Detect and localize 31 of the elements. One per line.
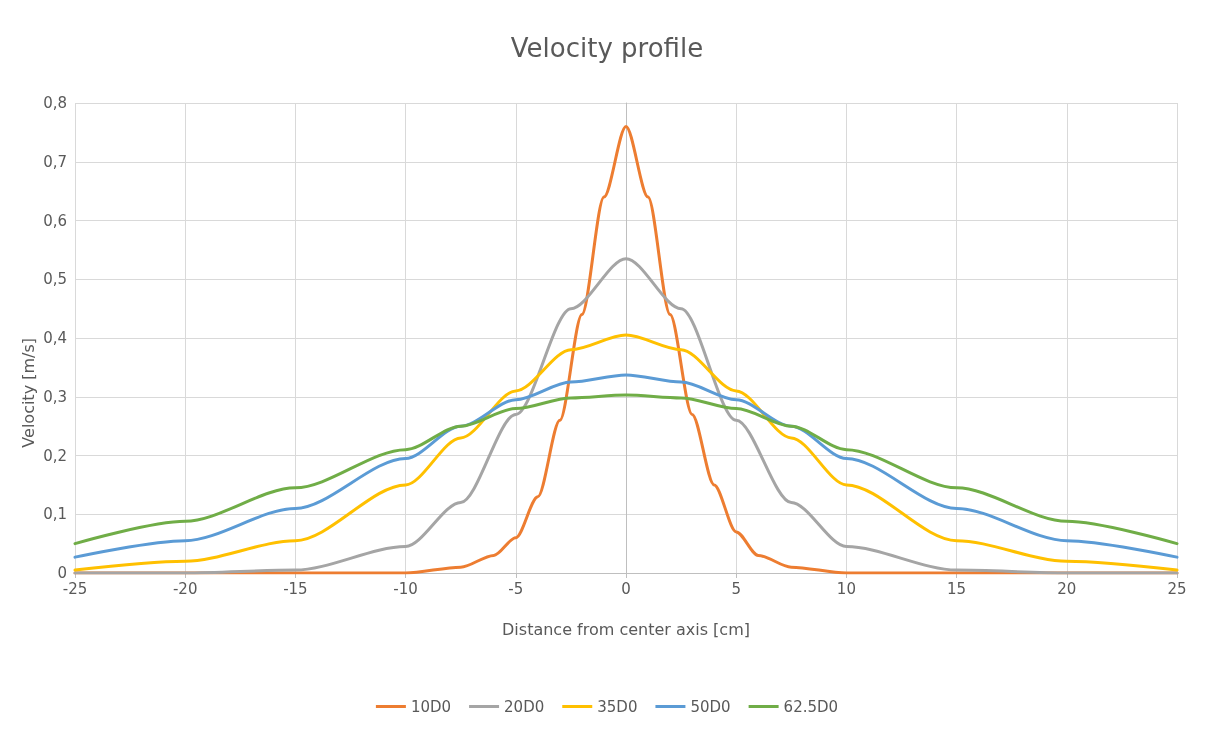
x-tick-label: 5 <box>731 579 741 598</box>
legend-label: 35D0 <box>597 697 638 716</box>
x-tick-label: 25 <box>1167 579 1187 598</box>
x-tick-label: -10 <box>393 579 418 598</box>
y-tick-label: 0,3 <box>43 387 67 406</box>
line-series <box>73 373 1179 559</box>
line-series <box>73 257 1179 575</box>
chart-title: Velocity profile <box>510 33 704 63</box>
y-tick-label: 0,4 <box>43 329 67 347</box>
x-tick-label: -20 <box>172 579 198 598</box>
x-tick-label: 0 <box>621 579 631 598</box>
legend-label: 20D0 <box>504 697 545 716</box>
x-tick-label: 15 <box>947 579 967 598</box>
y-tick-label: 0,1 <box>43 505 67 524</box>
legend-label: 50D0 <box>690 697 731 716</box>
x-tick-label: -5 <box>508 579 524 598</box>
legend-label: 62.5D0 <box>783 697 839 716</box>
line-series <box>73 393 1179 546</box>
x-tick-label: 20 <box>1057 579 1077 598</box>
y-tick-label: 0,6 <box>43 211 67 230</box>
x-tick-label: -15 <box>283 579 308 598</box>
x-tick-label: 10 <box>836 579 856 598</box>
y-tick-label: 0,7 <box>43 152 67 171</box>
x-tick-label: -25 <box>62 579 88 598</box>
y-tick-label: 0,5 <box>43 270 67 289</box>
y-tick-label: 0,2 <box>43 446 67 465</box>
y-axis-title: Velocity [m/s] <box>18 338 38 448</box>
y-tick-label: 0,8 <box>43 94 67 112</box>
x-axis-title: Distance from center axis [cm] <box>502 619 750 639</box>
y-tick-label: 0 <box>57 564 67 582</box>
legend-label: 10D0 <box>410 697 452 716</box>
